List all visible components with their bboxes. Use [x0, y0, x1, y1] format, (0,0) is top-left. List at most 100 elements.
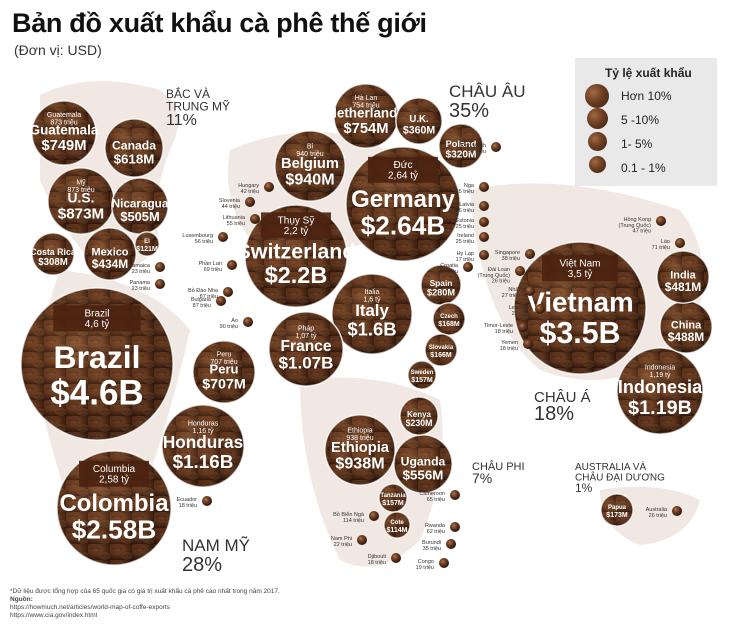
- bubble-name: Guatemala: [30, 123, 99, 138]
- small-label: Hungary 42 triệu: [238, 183, 259, 195]
- bubble-shade: [32, 101, 96, 165]
- small-label: Bulgaria 87 triệu: [191, 297, 212, 309]
- region-name: CHÂU ÂU: [449, 82, 526, 101]
- small-dot: [202, 496, 212, 506]
- small-dot: [515, 266, 525, 276]
- page-title: Bản đồ xuất khẩu cà phê thế giới: [12, 8, 427, 38]
- small-country: Đan Mạch 56 triệu: [461, 142, 501, 155]
- small-dot: [523, 339, 533, 349]
- bubble-name: Nicaragua: [112, 197, 169, 210]
- bubble-name: Indonesia: [618, 377, 703, 397]
- small-label: Slovenia 44 triệu: [219, 198, 241, 210]
- bubble-value: $938M: [335, 455, 384, 473]
- bubble-tag-box: [261, 212, 331, 239]
- bubble-shade: [425, 334, 457, 366]
- small-country: Bồ Đào Nha 87 triệu: [188, 287, 233, 300]
- bubble-shade: [421, 265, 461, 305]
- bubble-shade: [660, 301, 712, 353]
- bubble-india: India$481M: [656, 250, 710, 304]
- small-country: Lithuania 55 triệu: [223, 214, 260, 227]
- small-dot: [450, 522, 460, 532]
- region-label: CHÂU Á18%: [534, 389, 591, 425]
- small-label: Rwanda 62 triệu: [425, 523, 446, 535]
- bubble-papua-new-guinea: Papua$173M: [600, 493, 634, 527]
- bubble-shade: [400, 397, 438, 435]
- bubble-value: $157M: [382, 500, 404, 507]
- bubble-tag-box: [542, 255, 618, 282]
- bubble-value: $481M: [665, 280, 702, 294]
- bubble-tag: Bỉ 940 triệu: [296, 143, 323, 158]
- bubble-tag-box: [368, 156, 438, 183]
- bubble-shade: [379, 484, 407, 512]
- small-label: Estonia 25 triệu: [456, 218, 475, 230]
- small-label: Lithuania 55 triệu: [223, 215, 246, 227]
- small-country: Nga 35 triệu: [456, 182, 489, 195]
- bubble-tag: Việt Nam 3,5 tỷ: [560, 258, 601, 280]
- small-label: Djibouti 18 triệu: [368, 554, 386, 566]
- bubble-slovakia: Slovakia$166M: [424, 333, 458, 367]
- legend-label: 5 -10%: [621, 113, 660, 127]
- small-label: Singapore 38 triệu: [495, 250, 520, 262]
- region-share: 35%: [449, 100, 489, 122]
- bubble-name: Honduras: [163, 432, 243, 452]
- small-dot: [656, 216, 666, 226]
- small-country: Ecuador 18 triệu: [177, 496, 212, 509]
- bubble-poland: Poland$320M: [438, 123, 484, 169]
- bubble-shade: [162, 405, 244, 487]
- small-label: Lebanon 21 triệu: [509, 305, 530, 317]
- bubble-czech-rep-: Czech$168M: [432, 302, 466, 336]
- region-share: 1%: [575, 481, 593, 495]
- small-dot: [446, 539, 456, 549]
- region-share: 11%: [166, 112, 197, 129]
- bean-icon: [585, 84, 609, 108]
- small-dot: [479, 201, 489, 211]
- small-country: Bồ Biển Ngà 114 triệu: [333, 511, 379, 524]
- bubble-value: $157M: [411, 377, 433, 384]
- bubble-value: $488M: [668, 330, 705, 344]
- bubble-shade: [193, 341, 255, 403]
- footnote-text: *Dữ liệu được tổng hợp của 65 quốc gia c…: [10, 588, 280, 595]
- small-label: Ireland 25 triệu: [456, 233, 474, 245]
- source-link[interactable]: https://howmuch.net/articles/world-map-o…: [10, 604, 170, 611]
- small-label: Nga 35 triệu: [456, 183, 475, 195]
- bubble-shade: [408, 361, 436, 389]
- bubble-name: Colombia: [59, 490, 169, 517]
- bubble-vietnam: Việt Nam 3,5 tỷ Vietnam$3.5B: [513, 241, 647, 375]
- small-country: Estonia 25 triệu: [456, 217, 489, 230]
- source-link[interactable]: https://www.cia.gov/index.html: [10, 612, 98, 619]
- bubble-shade: [84, 228, 136, 280]
- bubble-tag: Đức 2,64 tỷ: [388, 160, 418, 182]
- bubble-shade: [275, 131, 345, 201]
- small-dot: [463, 262, 473, 272]
- small-country: Jamaica 23 triệu: [130, 262, 165, 275]
- small-country: Bulgaria 87 triệu: [191, 296, 226, 309]
- bubble-name: Belgium: [281, 156, 339, 172]
- small-dot: [243, 317, 253, 327]
- small-label: Cameroon 65 triệu: [419, 491, 445, 503]
- footnote: *Dữ liệu được tổng hợp của 65 quốc gia c…: [10, 588, 300, 620]
- bubble-shade: [32, 233, 74, 275]
- small-dot: [357, 535, 367, 545]
- bubble-nicaragua: Nicaragua$505M: [111, 177, 169, 235]
- bubble-name: Peru: [210, 362, 239, 377]
- bubble-name: Canada: [112, 138, 156, 152]
- bubble-kenya: Kenya$230M: [399, 396, 439, 436]
- small-country: Burundi 35 triệu: [422, 539, 456, 552]
- small-dot: [216, 296, 226, 306]
- bubble-name: Germany: [351, 186, 455, 213]
- bubble-value: $873M: [58, 206, 104, 223]
- legend-label: 0.1 - 1%: [621, 161, 666, 175]
- small-country: Đài Loan (Trung Quốc) 26 triệu: [477, 266, 525, 285]
- bubble-value: $2.64B: [361, 210, 446, 240]
- region-name: CHÂU PHI: [472, 460, 525, 473]
- small-country: Australia 26 triệu: [646, 506, 682, 519]
- bubble-value: $1.16B: [173, 451, 234, 472]
- small-country: Cameroon 65 triệu: [419, 490, 460, 503]
- bubble-value: $749M: [41, 138, 86, 154]
- small-dot: [391, 553, 401, 563]
- bubble-name: Mexico: [92, 246, 129, 258]
